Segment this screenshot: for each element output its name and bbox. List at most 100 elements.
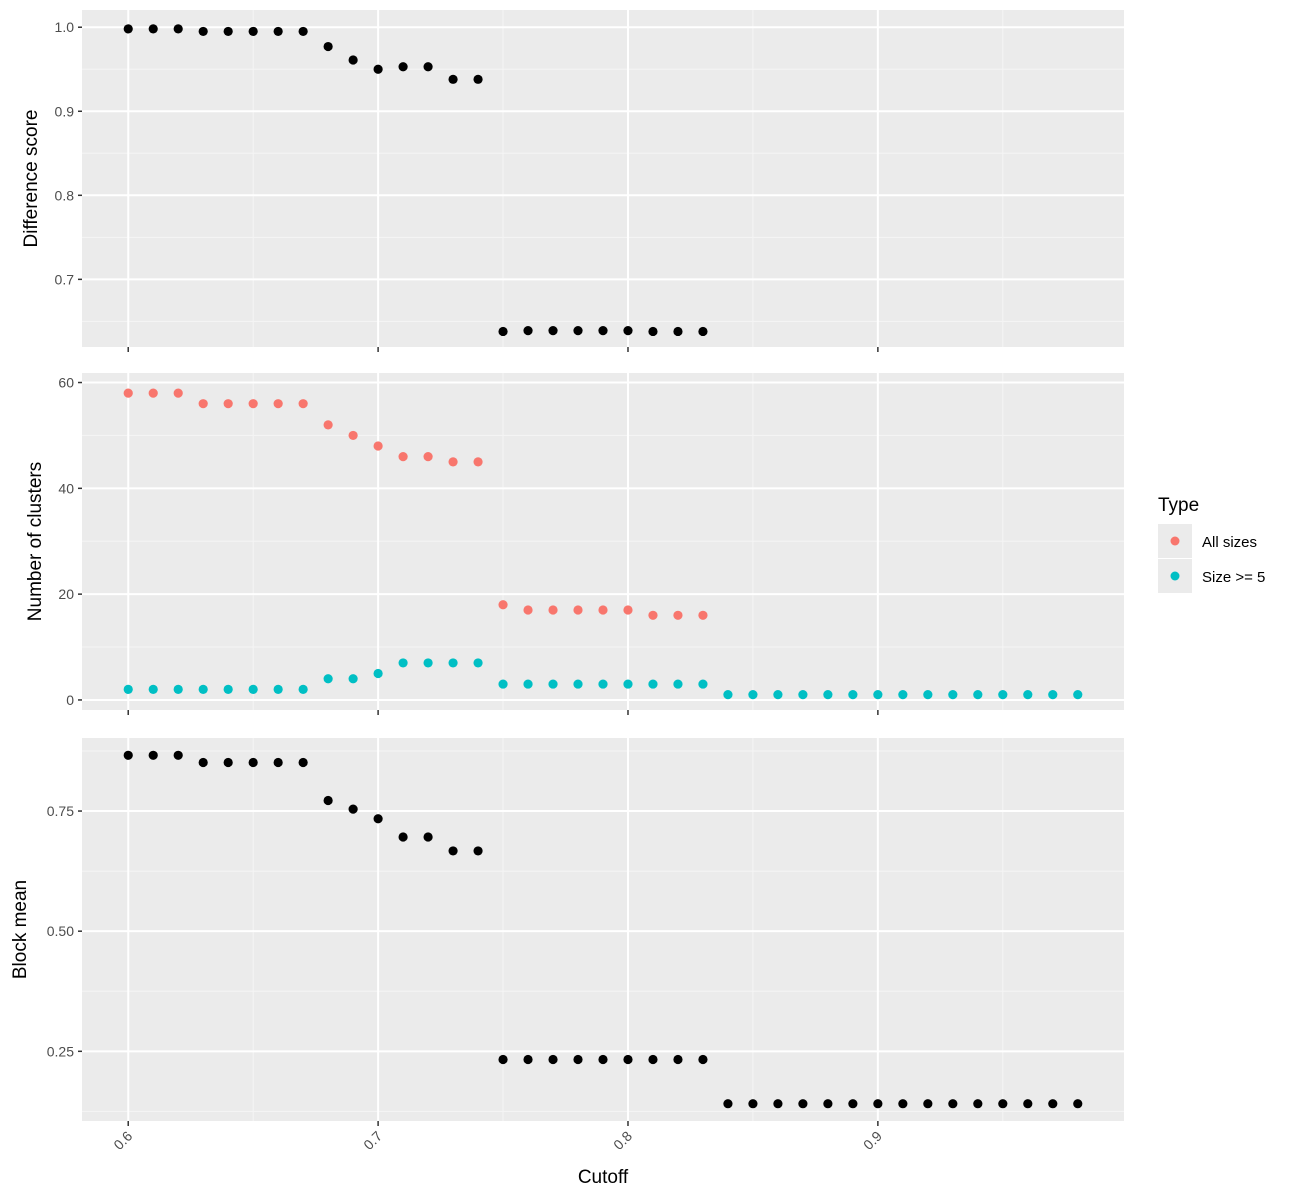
data-point	[548, 679, 558, 689]
data-point	[448, 658, 458, 668]
series-all-sizes	[123, 388, 708, 620]
data-point	[798, 690, 808, 700]
data-point	[223, 26, 233, 37]
data-point	[498, 1054, 508, 1065]
data-point	[948, 690, 958, 700]
data-point	[148, 684, 158, 694]
data-point	[523, 1054, 533, 1065]
data-point	[673, 610, 683, 620]
data-point	[548, 1054, 558, 1065]
data-point	[398, 451, 408, 462]
data-point	[273, 26, 283, 37]
data-point	[873, 1099, 883, 1109]
data-point	[348, 804, 358, 814]
data-point	[298, 399, 308, 409]
data-point	[498, 600, 508, 610]
data-point	[723, 690, 733, 700]
data-point	[898, 1099, 908, 1109]
data-point	[298, 684, 308, 694]
data-point	[623, 1054, 633, 1065]
panel-middle: 0 20 40 60 Number of clusters	[25, 373, 1124, 715]
data-point	[323, 420, 333, 430]
y-tick-label: 0.9	[55, 103, 75, 119]
y-tick-label: 0.50	[47, 923, 74, 939]
data-point	[273, 757, 283, 768]
data-point	[773, 690, 783, 700]
data-point	[623, 326, 633, 336]
data-point	[348, 55, 358, 65]
data-point	[1073, 1099, 1083, 1109]
data-point	[248, 684, 258, 694]
data-point	[498, 679, 508, 689]
data-point	[398, 658, 408, 668]
y-tick-label: 0.8	[55, 187, 75, 203]
data-point	[698, 610, 708, 620]
data-point	[473, 658, 483, 668]
data-point	[173, 24, 183, 34]
data-point	[123, 388, 133, 398]
data-point	[648, 1054, 658, 1065]
y-tick-label: 0.25	[47, 1043, 74, 1059]
data-point	[448, 457, 458, 467]
y-axis-title: Block mean	[10, 880, 31, 979]
data-point	[348, 430, 358, 441]
data-point	[373, 64, 383, 74]
data-point	[423, 832, 433, 842]
data-point	[398, 832, 408, 842]
data-point	[548, 605, 558, 615]
data-point	[673, 1054, 683, 1065]
data-point	[473, 457, 483, 467]
data-point	[373, 441, 383, 451]
data-point	[423, 658, 433, 668]
data-point	[523, 326, 533, 336]
data-point	[998, 690, 1008, 700]
data-point	[973, 690, 983, 700]
data-point	[698, 326, 708, 337]
data-point	[498, 326, 508, 337]
data-point	[798, 1099, 808, 1109]
data-point	[1023, 1099, 1033, 1109]
data-point	[623, 605, 633, 615]
y-tick-label: 20	[58, 586, 74, 602]
data-point	[423, 62, 433, 72]
legend-title: Type	[1158, 495, 1199, 516]
panel-top: 0.7 0.8 0.9 1.0 Difference score	[21, 10, 1124, 352]
y-tick-label: 0	[66, 692, 74, 708]
data-point	[173, 684, 183, 694]
data-point	[198, 399, 208, 409]
data-point	[373, 668, 383, 679]
data-point	[1048, 690, 1058, 700]
y-tick-label: 60	[58, 375, 74, 391]
data-point	[348, 674, 358, 684]
legend: Type All sizes Size >= 5	[1158, 495, 1265, 593]
data-point	[648, 610, 658, 620]
data-point	[448, 74, 458, 84]
y-tick-label: 0.75	[47, 803, 74, 819]
data-point	[948, 1099, 958, 1109]
data-point	[723, 1099, 733, 1109]
data-point	[323, 795, 333, 806]
data-point	[773, 1099, 783, 1109]
series-points-0	[123, 750, 1083, 1109]
data-point	[923, 690, 933, 700]
data-point	[598, 1054, 608, 1065]
data-point	[923, 1099, 933, 1109]
data-point	[998, 1099, 1008, 1109]
data-point	[823, 690, 833, 700]
data-point	[398, 62, 408, 72]
data-point	[173, 388, 183, 398]
data-point	[823, 1099, 833, 1109]
legend-label-all-sizes: All sizes	[1202, 534, 1257, 551]
data-point	[123, 24, 133, 34]
data-point	[648, 679, 658, 689]
legend-label-size-ge-5: Size >= 5	[1202, 569, 1265, 586]
data-point	[873, 690, 883, 700]
data-point	[1073, 690, 1083, 700]
data-point	[848, 1099, 858, 1109]
data-point	[598, 679, 608, 689]
panels: 0.7 0.8 0.9 1.0 Difference score 0 20 40 60 Numbe…	[10, 10, 1124, 1153]
data-point	[898, 690, 908, 700]
data-point	[298, 26, 308, 37]
data-point	[573, 605, 583, 615]
data-point	[1048, 1099, 1058, 1109]
